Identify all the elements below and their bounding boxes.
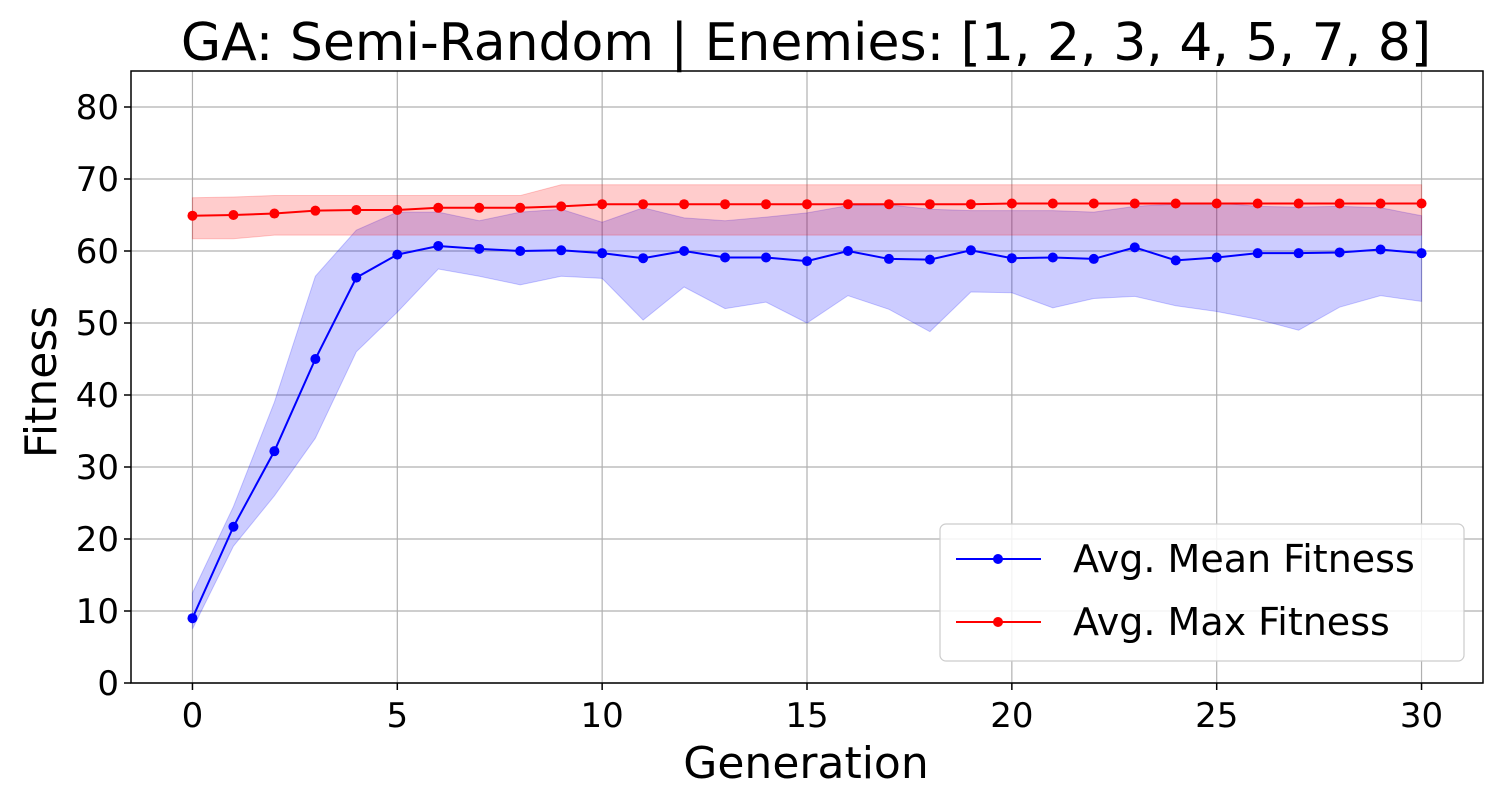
data-point [720,252,731,263]
data-point [1334,198,1345,209]
series-line-group-0 [187,240,1427,624]
x-tick-label: 0 [182,696,204,736]
data-point [1375,198,1386,209]
data-point [1088,253,1099,264]
data-point [228,521,239,532]
data-point [761,199,772,210]
data-point [1252,198,1263,209]
data-point [842,246,853,256]
x-tick-label: 5 [386,696,408,736]
chart-title: GA: Semi-Random | Enemies: [1, 2, 3, 4, … [181,13,1431,73]
legend-marker [993,554,1003,564]
data-point [883,253,894,264]
data-point [802,199,812,210]
data-point [965,199,976,210]
data-point [883,199,894,210]
legend: Avg. Mean Fitness Avg. Max Fitness [939,523,1465,662]
x-tick-label: 20 [990,696,1033,736]
data-point [351,204,362,215]
data-point [1006,253,1017,264]
series-0 [191,202,1423,630]
data-point [474,243,485,254]
legend-box [939,523,1465,662]
x-axis-label: Generation [683,738,928,789]
data-point [556,245,567,256]
data-point [597,199,608,210]
data-point [1252,248,1263,259]
series-band [191,184,1423,240]
x-tick-label: 30 [1400,696,1443,736]
data-point [1416,248,1427,259]
data-point [1416,198,1427,209]
x-tick-label: 25 [1195,696,1238,736]
data-point [392,249,403,260]
data-point [720,199,731,210]
data-point [1211,198,1222,209]
series-line-group-1 [187,198,1427,221]
data-point [1047,252,1058,263]
data-point [433,202,444,213]
y-tick-label: 30 [76,448,119,488]
data-point [638,253,649,264]
data-point [187,210,198,221]
y-tick-label: 20 [76,520,119,560]
x-tick-label: 15 [785,696,828,736]
data-point [597,248,608,259]
plot-area: 0 5 10 15 20 25 30 0 10 20 30 40 50 60 70 80 Avg. Mean F… [76,70,1484,736]
data-point [802,256,812,267]
y-tick-label: 0 [97,664,119,704]
data-point [1334,247,1345,258]
series-band [191,202,1423,630]
data-point [1129,198,1140,209]
data-point [556,201,567,212]
data-point [1211,252,1222,263]
data-point [638,199,649,210]
data-point [433,240,444,251]
data-point [761,252,772,263]
y-tick-label: 10 [76,592,119,632]
data-point [1293,198,1304,209]
y-tick-label: 70 [76,160,119,200]
data-point [1047,198,1058,209]
data-point [1006,198,1017,209]
data-point [187,613,198,624]
data-point [1129,242,1140,253]
data-point [515,246,526,256]
y-tick-label: 40 [76,376,119,416]
data-point [1170,198,1181,209]
data-point [842,199,853,210]
data-point [1375,244,1386,255]
data-point [924,199,935,210]
data-point [924,254,935,265]
data-point [965,245,976,256]
y-tick-label: 60 [76,232,119,272]
data-point [269,446,280,457]
legend-marker [993,617,1003,627]
series-1 [191,184,1423,240]
data-point [515,202,526,213]
legend-label: Avg. Max Fitness [1073,600,1390,644]
legend-label: Avg. Mean Fitness [1073,537,1415,581]
data-point [1088,198,1099,209]
data-point [1170,255,1181,266]
y-tick-label: 80 [76,88,119,128]
x-tick-label: 10 [581,696,624,736]
y-tick-label: 50 [76,304,119,344]
data-point [474,202,485,213]
data-point [269,208,280,219]
data-point [228,210,239,220]
data-point [392,204,403,215]
data-point [310,205,321,216]
data-point [351,272,362,283]
data-point [679,246,690,256]
y-axis-label: Fitness [16,306,67,458]
data-point [310,354,321,364]
data-point [1293,248,1304,259]
data-point [679,199,690,210]
